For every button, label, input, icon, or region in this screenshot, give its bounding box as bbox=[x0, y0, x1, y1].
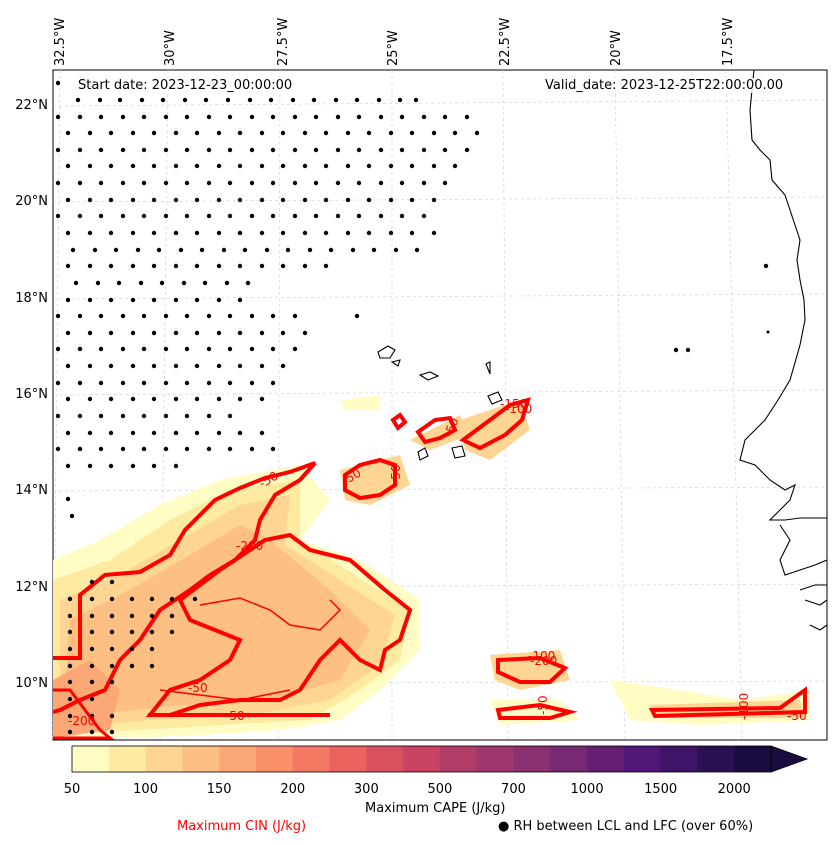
colorbar-tick-label: 700 bbox=[501, 782, 526, 797]
cin-label: -50 bbox=[225, 709, 245, 723]
lat-label: 22°N bbox=[15, 98, 48, 113]
colorbar-tick-label: 100 bbox=[133, 782, 158, 797]
valid-date: Valid_date: 2023-12-25T22:00:00.00 bbox=[545, 78, 784, 93]
colorbar-swatch bbox=[366, 746, 404, 772]
colorbar-swatch bbox=[403, 746, 441, 772]
colorbar-tick-label: 50 bbox=[63, 782, 81, 797]
lat-label: 14°N bbox=[15, 483, 48, 498]
colorbar-label: Maximum CAPE (J/kg) bbox=[365, 801, 506, 816]
cin-label: -100 bbox=[528, 649, 555, 663]
colorbar-tick-label: 1500 bbox=[644, 782, 678, 797]
colorbar-tick-label: 2000 bbox=[717, 782, 751, 797]
colorbar-swatch bbox=[72, 746, 110, 772]
cin-contour-labels: -50 -50 -50 -50 -150 -100 -100 -200 -50 … bbox=[68, 397, 807, 728]
lat-label: 12°N bbox=[15, 580, 48, 595]
lat-label: 16°N bbox=[15, 387, 48, 402]
start-date: Start date: 2023-12-23_00:00:00 bbox=[78, 78, 293, 93]
lon-label: 17.5°W bbox=[721, 17, 736, 66]
colorbar-tick-label: 1000 bbox=[570, 782, 604, 797]
rh-dots bbox=[55, 80, 770, 735]
lat-label: 18°N bbox=[15, 291, 48, 306]
cin-legend-label: Maximum CIN (J/kg) bbox=[177, 819, 307, 834]
colorbar-tick-label: 300 bbox=[353, 782, 379, 797]
colorbar-swatch bbox=[513, 746, 551, 772]
colorbar-swatch bbox=[292, 746, 331, 772]
cin-label: -50 bbox=[389, 464, 403, 484]
cin-label: -150 bbox=[500, 397, 527, 411]
lon-label: 30°W bbox=[163, 30, 178, 66]
colorbar-swatch bbox=[660, 746, 698, 772]
colorbar-swatch bbox=[219, 746, 257, 772]
colorbar-swatch bbox=[108, 746, 147, 772]
colorbar-swatch bbox=[255, 746, 294, 772]
lon-label: 20°W bbox=[609, 30, 624, 66]
lon-label: 25°W bbox=[386, 30, 401, 66]
lat-label: 20°N bbox=[15, 194, 48, 209]
colorbar-swatch bbox=[182, 746, 220, 772]
cin-label: -200 bbox=[236, 539, 263, 553]
cin-label: -200 bbox=[530, 654, 557, 668]
colorbar-extend-arrow bbox=[770, 745, 809, 773]
colorbar-tick-label: 200 bbox=[280, 782, 306, 797]
colorbar-swatch bbox=[550, 746, 588, 772]
colorbar-swatch bbox=[734, 746, 772, 772]
colorbar-swatch bbox=[476, 746, 514, 772]
cin-label: -100 bbox=[505, 402, 532, 416]
lon-label: 22.5°W bbox=[498, 17, 513, 66]
coastlines bbox=[377, 69, 828, 631]
lon-label: 32.5°W bbox=[53, 17, 68, 66]
cin-label: -200 bbox=[68, 714, 95, 728]
colorbar-swatch bbox=[697, 746, 735, 772]
cin-label: -50 bbox=[442, 416, 462, 439]
cin-label: -50 bbox=[188, 681, 208, 695]
colorbar-outline bbox=[71, 745, 772, 773]
colorbar-swatch bbox=[329, 746, 367, 772]
colorbar-swatch bbox=[587, 746, 625, 772]
cin-label: -100 bbox=[737, 693, 751, 720]
colorbar bbox=[71, 745, 809, 773]
lon-label: 27.5°W bbox=[276, 17, 291, 66]
rh-legend-label: ● RH between LCL and LFC (over 60%) bbox=[498, 819, 754, 834]
lat-label: 10°N bbox=[15, 676, 48, 691]
colorbar-swatch bbox=[439, 746, 478, 772]
cin-contours bbox=[52, 397, 807, 740]
colorbar-swatch bbox=[145, 746, 183, 772]
colorbar-swatch bbox=[623, 746, 662, 772]
colorbar-tick-label: 150 bbox=[206, 782, 232, 797]
cin-label: -50 bbox=[787, 709, 807, 723]
cin-label: -50 bbox=[536, 695, 550, 715]
colorbar-tick-label: 500 bbox=[427, 782, 453, 797]
